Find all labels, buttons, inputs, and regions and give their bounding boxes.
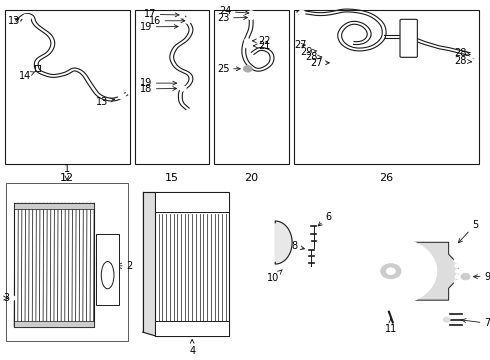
Text: 13: 13 [96, 97, 115, 107]
Circle shape [315, 48, 322, 53]
Ellipse shape [101, 262, 114, 289]
Text: 21: 21 [253, 41, 271, 51]
Bar [155, 321, 229, 336]
Bar [14, 321, 94, 327]
Circle shape [381, 264, 401, 279]
Bar [214, 10, 289, 164]
Bar [14, 203, 94, 208]
Text: 4: 4 [189, 339, 195, 356]
Bar [294, 10, 479, 164]
Circle shape [307, 42, 315, 48]
Circle shape [106, 243, 110, 246]
Circle shape [106, 256, 110, 259]
Bar [14, 203, 94, 327]
Polygon shape [143, 192, 155, 336]
Text: 29: 29 [300, 46, 317, 57]
Circle shape [106, 252, 110, 255]
Circle shape [184, 18, 192, 23]
Circle shape [321, 54, 328, 59]
Text: 27: 27 [294, 40, 307, 50]
Circle shape [454, 280, 460, 284]
Text: 2: 2 [126, 261, 133, 271]
Text: 7: 7 [462, 318, 490, 328]
Circle shape [345, 237, 437, 305]
Text: 13: 13 [8, 16, 20, 26]
Bar [155, 192, 229, 336]
Bar [96, 234, 119, 305]
Bar [135, 10, 209, 164]
Circle shape [180, 81, 186, 85]
Text: 12: 12 [60, 173, 74, 183]
Text: 20: 20 [245, 173, 259, 183]
Text: 5: 5 [459, 220, 478, 243]
Circle shape [443, 317, 450, 322]
Text: 25: 25 [217, 64, 240, 74]
Circle shape [248, 15, 254, 20]
Text: 17: 17 [144, 9, 179, 19]
Text: 26: 26 [379, 173, 393, 183]
Circle shape [248, 11, 254, 16]
Circle shape [332, 60, 339, 65]
Circle shape [470, 52, 478, 58]
Polygon shape [400, 242, 458, 300]
Text: 16: 16 [148, 16, 185, 26]
Circle shape [461, 273, 470, 280]
Circle shape [298, 10, 305, 15]
Circle shape [455, 269, 461, 273]
Bar [155, 192, 229, 212]
Circle shape [118, 94, 126, 99]
Circle shape [455, 264, 461, 268]
Text: 11: 11 [385, 319, 397, 334]
Text: 9: 9 [473, 271, 490, 282]
Circle shape [179, 86, 186, 91]
Circle shape [245, 43, 252, 48]
Circle shape [386, 268, 395, 275]
Text: 3: 3 [3, 293, 9, 303]
Text: 10: 10 [267, 270, 282, 283]
Text: 19: 19 [140, 22, 178, 32]
Circle shape [8, 296, 15, 301]
Bar [5, 184, 128, 341]
Text: 19: 19 [140, 78, 177, 88]
Circle shape [471, 59, 479, 65]
Text: 18: 18 [140, 84, 177, 94]
FancyBboxPatch shape [400, 19, 417, 57]
Text: 24: 24 [219, 6, 249, 17]
Polygon shape [275, 221, 292, 264]
Text: 14: 14 [19, 71, 35, 81]
Circle shape [178, 24, 184, 29]
Text: 28: 28 [305, 52, 322, 62]
Text: 15: 15 [165, 173, 179, 183]
Circle shape [178, 13, 185, 18]
Circle shape [454, 258, 460, 263]
Text: 6: 6 [318, 212, 331, 226]
Text: 1: 1 [64, 165, 70, 180]
Circle shape [455, 275, 461, 279]
Circle shape [23, 14, 31, 21]
Text: 22: 22 [252, 36, 271, 46]
Text: 28: 28 [455, 48, 470, 58]
Circle shape [106, 239, 110, 242]
Circle shape [106, 247, 110, 250]
Text: 8: 8 [292, 241, 304, 251]
Text: 27: 27 [310, 58, 329, 68]
Circle shape [245, 39, 250, 43]
Bar [4, 10, 130, 164]
Circle shape [453, 246, 459, 251]
Text: 23: 23 [217, 13, 247, 23]
Text: 28: 28 [455, 56, 471, 66]
Circle shape [244, 66, 252, 72]
